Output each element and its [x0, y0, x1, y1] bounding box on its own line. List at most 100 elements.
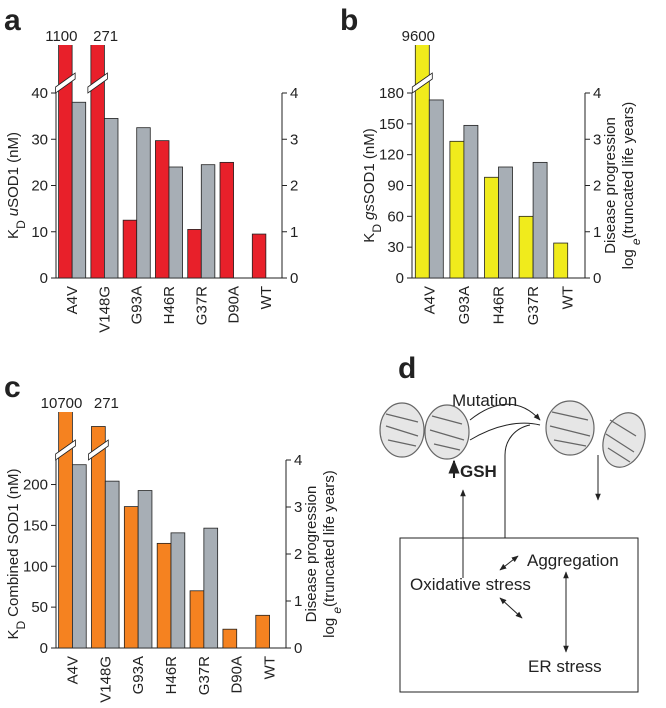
y2-tick-label: 0 — [593, 270, 601, 287]
axis-break — [87, 72, 108, 94]
panel-letter: b — [340, 4, 358, 37]
value-label: 271 — [94, 395, 119, 412]
y-tick-label: 30 — [31, 131, 48, 148]
bar — [136, 127, 151, 278]
bar — [200, 164, 216, 278]
bar — [104, 480, 120, 648]
y2-label-part: (truncated life years) — [620, 102, 637, 239]
y-label-part: D — [370, 224, 384, 233]
value-label: 271 — [93, 28, 118, 45]
axis-break — [55, 72, 76, 94]
y-label-part: SOD1 (nM) — [5, 132, 22, 208]
x-tick-label: G93A — [130, 656, 147, 694]
bar — [58, 45, 73, 278]
y2-label-part: log — [321, 614, 338, 638]
label: Oxidative stress — [410, 575, 531, 594]
bar — [518, 215, 534, 278]
y-tick-label: 0 — [40, 640, 48, 657]
y-label-part: SOD1 (nM) — [361, 128, 378, 204]
x-tick-label: WT — [560, 286, 577, 309]
x-tick-label: H46R — [161, 286, 178, 325]
bar — [71, 101, 87, 278]
bar — [532, 161, 548, 278]
y2-axis-label: log e(truncated life years) — [620, 102, 643, 270]
label: ER stress — [528, 657, 602, 676]
arrow — [504, 424, 531, 538]
y-tick-label: 150 — [23, 517, 48, 534]
x-tick-label: G37R — [193, 286, 210, 325]
axis-break — [88, 439, 109, 461]
arrow — [469, 422, 541, 441]
bar — [91, 426, 106, 648]
bar — [219, 161, 234, 278]
x-tick-label: V148G — [96, 286, 113, 333]
bar — [189, 590, 205, 648]
bar — [449, 140, 465, 278]
y-label-part: K — [5, 229, 22, 239]
y-axis-label: KD Combined SOD1 (nM) — [5, 468, 28, 639]
bar — [58, 412, 73, 648]
bar — [170, 532, 186, 648]
y-axis-label: KDuSOD1 (nM) — [5, 132, 28, 239]
y-label-part: D — [14, 220, 28, 229]
bar — [104, 118, 119, 278]
y-tick-label: 10 — [31, 224, 48, 241]
y2-axis-label: log e(truncated life years) — [321, 470, 344, 638]
x-tick-label: D90A — [229, 656, 246, 694]
value-label: 1100 — [45, 28, 77, 45]
protein-left — [379, 402, 470, 460]
bar — [156, 542, 172, 648]
y-tick-label: 40 — [31, 85, 48, 102]
x-tick-label: H46R — [163, 656, 180, 695]
bar — [72, 464, 87, 648]
bar — [187, 229, 202, 278]
y-tick-label: 90 — [387, 178, 404, 195]
y2-label-part: log — [620, 245, 637, 269]
value-label: 10700 — [41, 395, 83, 412]
y2-tick-label: 2 — [290, 178, 298, 195]
y-tick-label: 0 — [396, 270, 404, 287]
x-tick-label: A4V — [64, 286, 81, 314]
label: GSH — [460, 462, 497, 481]
y-tick-label: 60 — [387, 208, 404, 225]
axis-break — [55, 439, 76, 461]
y-label-part: Combined SOD1 (nM) — [5, 468, 22, 616]
protein-right — [545, 400, 646, 468]
bar — [463, 124, 479, 278]
x-tick-label: V148G — [97, 656, 114, 703]
bar — [222, 628, 238, 648]
chart: a 0 10 20 30 40 0 1 2 3 4 KDuSOD1 (nM) A4V 1100 V148G 2… — [4, 4, 298, 333]
bar — [123, 506, 139, 648]
bar — [168, 166, 183, 278]
x-tick-label: G93A — [129, 286, 146, 324]
x-tick-label: WT — [262, 656, 279, 679]
y-label-part: gs — [361, 204, 378, 220]
y-tick-label: 180 — [379, 85, 404, 102]
y2-tick-label: 1 — [593, 224, 601, 241]
chart: b 0 30 60 90 120 150 180 0 1 2 3 4 KDgsSOD1 (nM) Disea… — [340, 4, 643, 325]
bar — [203, 527, 219, 648]
bar — [155, 140, 170, 278]
value-label: 9600 — [402, 28, 435, 45]
y-label-part: K — [361, 233, 378, 243]
x-tick-label: G93A — [456, 286, 473, 324]
y2-axis-label: Disease progression — [303, 486, 320, 623]
label: Aggregation — [527, 551, 619, 570]
y-label-part: u — [5, 207, 22, 216]
y-tick-label: 100 — [23, 558, 48, 575]
arrow — [499, 555, 519, 571]
bar — [255, 614, 270, 648]
panel-letter: a — [4, 4, 21, 37]
label: Mutation — [452, 391, 517, 410]
x-tick-label: A4V — [421, 286, 438, 314]
arrow — [499, 597, 523, 619]
y2-label-part: (truncated life years) — [321, 470, 338, 607]
y2-label-part: e — [330, 607, 344, 614]
box — [399, 537, 639, 693]
y2-tick-label: 2 — [593, 178, 601, 195]
bar — [498, 166, 513, 278]
y2-tick-label: 2 — [294, 546, 302, 563]
y2-tick-label: 4 — [294, 452, 302, 469]
y-tick-label: 150 — [379, 116, 404, 133]
